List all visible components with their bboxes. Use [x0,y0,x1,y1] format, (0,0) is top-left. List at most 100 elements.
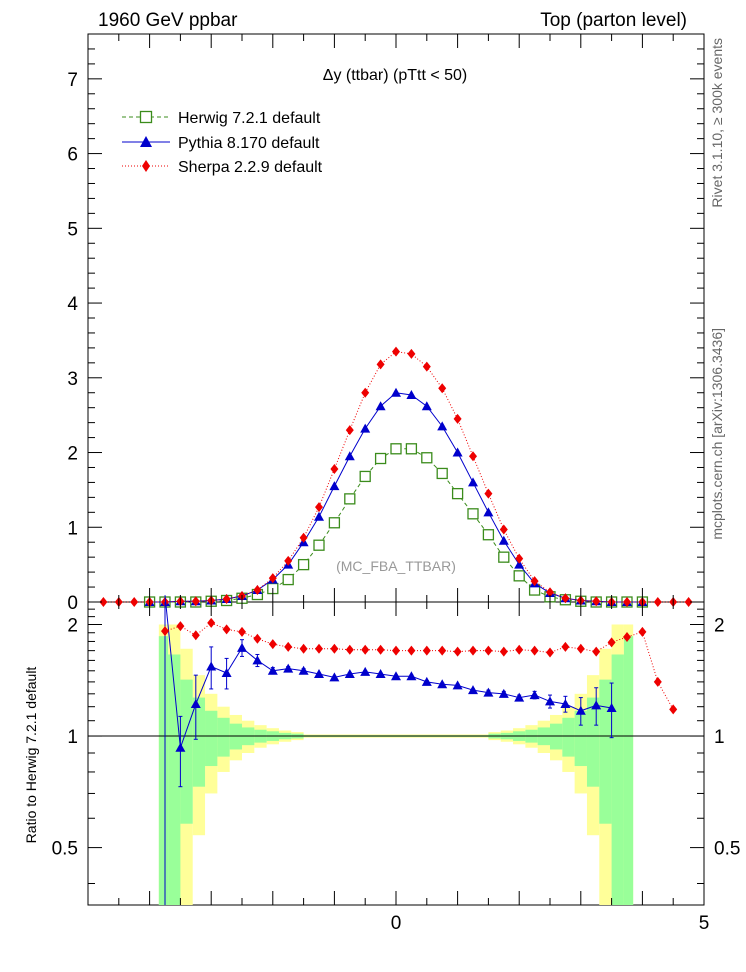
ratio-point-sherpa [361,644,370,655]
ratio-point-pythia [452,680,463,690]
ratio-point-pythia [498,688,509,698]
uncertainty-band-green [550,723,563,750]
ratio-point-sherpa [515,644,524,655]
data-point-pythia [329,481,340,491]
data-point-sherpa [469,451,477,462]
data-point-pythia [498,535,509,545]
data-point-pythia [452,447,463,457]
ratio-point-sherpa [315,643,323,654]
ratio-y-tick-label-right: 1 [714,727,725,748]
ratio-point-pythia [437,679,448,689]
ratio-point-pythia [298,665,309,675]
ratio-point-sherpa [376,644,385,655]
ratio-point-pythia [468,685,478,695]
ratio-point-sherpa [484,645,493,656]
ratio-point-sherpa [469,645,477,656]
ratio-line-sherpa [641,631,659,683]
ratio-point-sherpa [453,646,462,657]
legend-marker-sherpa [142,160,150,172]
ratio-point-sherpa [268,639,277,650]
ratio-point-sherpa [592,646,601,657]
ratio-point-pythia [560,699,571,709]
ratio-point-pythia [221,667,232,677]
ratio-point-pythia [267,665,278,675]
uncertainty-band-green [574,710,587,767]
data-point-herwig [313,539,325,551]
main-plot-layer [99,346,693,608]
data-point-pythia [483,507,494,517]
data-point-herwig [390,443,402,455]
legend-label-pythia: Pythia 8.170 default [178,135,320,152]
ratio-point-sherpa [284,641,293,652]
ratio-point-sherpa [607,637,616,648]
uncertainty-band-green [599,679,612,824]
ratio-point-sherpa [191,630,200,641]
legend-label-herwig: Herwig 7.2.1 default [178,110,321,127]
data-point-sherpa [684,597,693,607]
data-point-sherpa [345,425,354,436]
data-point-sherpa [253,585,262,596]
data-point-sherpa [330,463,339,474]
data-point-herwig [328,517,341,529]
data-point-herwig [436,467,448,480]
data-point-pythia [406,389,417,399]
ratio-point-pythia [237,642,247,652]
data-point-sherpa [515,553,524,564]
uncertainty-band-green [168,654,181,905]
main-y-tick-label: 1 [67,518,78,539]
data-point-sherpa [561,593,570,604]
plot-title: Δy (ttbar) (pTtt < 50) [323,67,468,84]
data-point-herwig [374,452,387,465]
main-y-tick-label: 7 [67,70,78,91]
data-point-sherpa [392,346,400,357]
legend-marker-pythia [140,136,152,147]
ratio-point-pythia [421,676,432,686]
ratio-point-pythia [606,703,617,713]
rivet-label: Rivet 3.1.10, ≥ 300k events [709,38,725,208]
ratio-point-sherpa [161,626,169,637]
ratio-point-pythia [360,666,371,676]
ratio-point-pythia [206,661,217,671]
ratio-point-pythia [252,655,263,665]
analysis-tag: (MC_FBA_TTBAR) [336,558,456,574]
data-point-herwig [451,487,464,500]
ratio-point-pythia [545,696,555,706]
ratio-point-sherpa [330,643,339,654]
ratio-point-pythia [175,742,186,752]
data-point-sherpa [407,348,416,359]
data-point-sherpa [299,532,308,543]
header-right-label: Top (parton level) [540,10,687,31]
data-point-pythia [344,451,355,461]
ratio-point-sherpa [392,645,400,656]
header-left-label: 1960 GeV ppbar [98,10,238,31]
ratio-y-tick-label: 2 [67,615,78,636]
data-point-pythia [314,511,324,521]
ratio-point-sherpa [176,621,185,632]
data-point-herwig [359,470,371,483]
ratio-x-tick-label: 5 [699,913,710,934]
ratio-point-pythia [375,669,386,679]
data-point-pythia [514,559,525,569]
ratio-point-sherpa [438,645,447,656]
uncertainty-band-green [205,710,218,767]
data-point-pythia [375,401,386,411]
data-point-herwig [421,452,433,464]
data-point-pythia [468,477,478,487]
ratio-x-tick-label: 0 [391,913,402,934]
data-point-sherpa [499,524,508,535]
ratio-point-sherpa [561,641,570,652]
ratio-line-sherpa [164,622,643,654]
uncertainty-band-green [586,697,600,787]
ratio-y-tick-label: 0.5 [52,839,78,860]
data-point-sherpa [376,359,385,370]
ratio-point-pythia [575,705,586,715]
data-point-sherpa [438,383,447,394]
main-y-tick-label: 4 [67,294,78,315]
ratio-plot-layer [88,595,704,905]
ratio-point-sherpa [546,647,554,658]
ratio-point-sherpa [407,645,416,656]
ratio-point-pythia [190,699,201,709]
data-point-sherpa [546,587,554,598]
uncertainty-band-green [562,717,575,757]
ratio-point-pythia [406,671,417,681]
